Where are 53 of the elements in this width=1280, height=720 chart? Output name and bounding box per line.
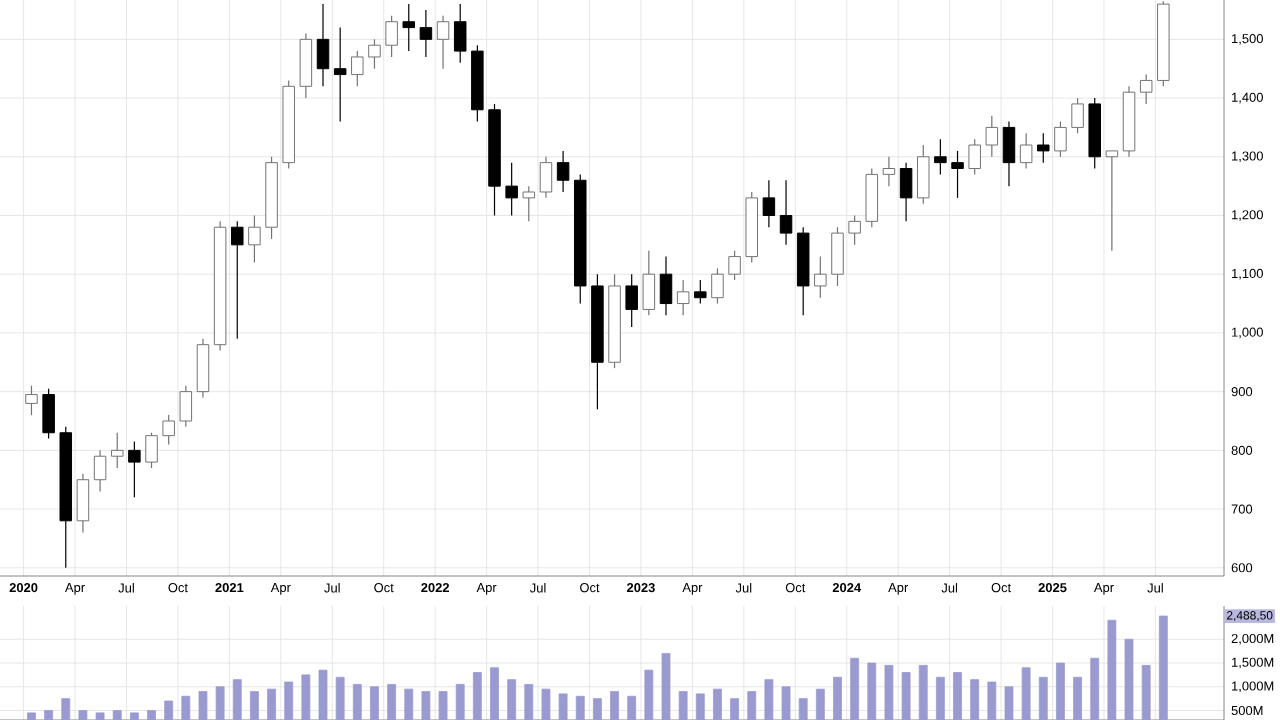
- candlestick: [196, 338, 210, 399]
- candlestick: [351, 50, 364, 87]
- candlestick: [162, 414, 175, 446]
- candlestick: [676, 279, 690, 316]
- candlestick: [333, 26, 347, 123]
- candlestick: [1002, 120, 1016, 187]
- candlestick: [539, 156, 553, 199]
- candlestick: [385, 15, 398, 58]
- candlestick: [505, 162, 518, 217]
- candlestick: [625, 273, 638, 328]
- candlestick: [1019, 132, 1033, 170]
- candlestick: [128, 440, 141, 498]
- candlestick: [916, 144, 930, 205]
- candlestick: [934, 138, 947, 175]
- candlestick: [1037, 132, 1050, 164]
- candlestick: [402, 3, 416, 52]
- candlestick: [968, 138, 981, 175]
- candlestick: [694, 279, 707, 305]
- candlestick: [110, 432, 124, 469]
- candlestick: [1071, 97, 1084, 134]
- candlestick: [419, 9, 433, 58]
- candlestick: [231, 220, 244, 340]
- candlestick: [814, 255, 827, 299]
- candlestick: [316, 3, 330, 87]
- candlestick: [145, 432, 158, 469]
- candlestick: [453, 3, 467, 64]
- candlestick: [762, 179, 776, 228]
- candlestick: [368, 38, 381, 70]
- candlestick: [848, 214, 861, 246]
- candlestick: [899, 162, 913, 222]
- candlestick: [76, 473, 90, 534]
- candlestick: [659, 255, 673, 316]
- candlestick: [642, 250, 656, 316]
- candlestick: [728, 250, 741, 281]
- candlestick: [42, 388, 55, 440]
- candlestick: [436, 15, 450, 70]
- candlestick: [299, 32, 313, 99]
- candlestick: [556, 150, 570, 193]
- candlestick: [779, 179, 793, 246]
- candlestick: [93, 449, 107, 493]
- candlestick: [522, 185, 536, 222]
- candlestick: [1105, 150, 1119, 252]
- candlestick: [951, 150, 964, 199]
- candlestick: [25, 385, 38, 416]
- candlestick: [711, 267, 724, 305]
- candlestick: [865, 167, 879, 228]
- candlestick: [179, 385, 193, 428]
- candlestick: [1139, 73, 1153, 105]
- candlestick: [985, 115, 999, 158]
- candlestick: [831, 226, 844, 287]
- candlestick: [248, 214, 261, 264]
- candlestick: [882, 156, 896, 187]
- candlestick: [1054, 120, 1067, 158]
